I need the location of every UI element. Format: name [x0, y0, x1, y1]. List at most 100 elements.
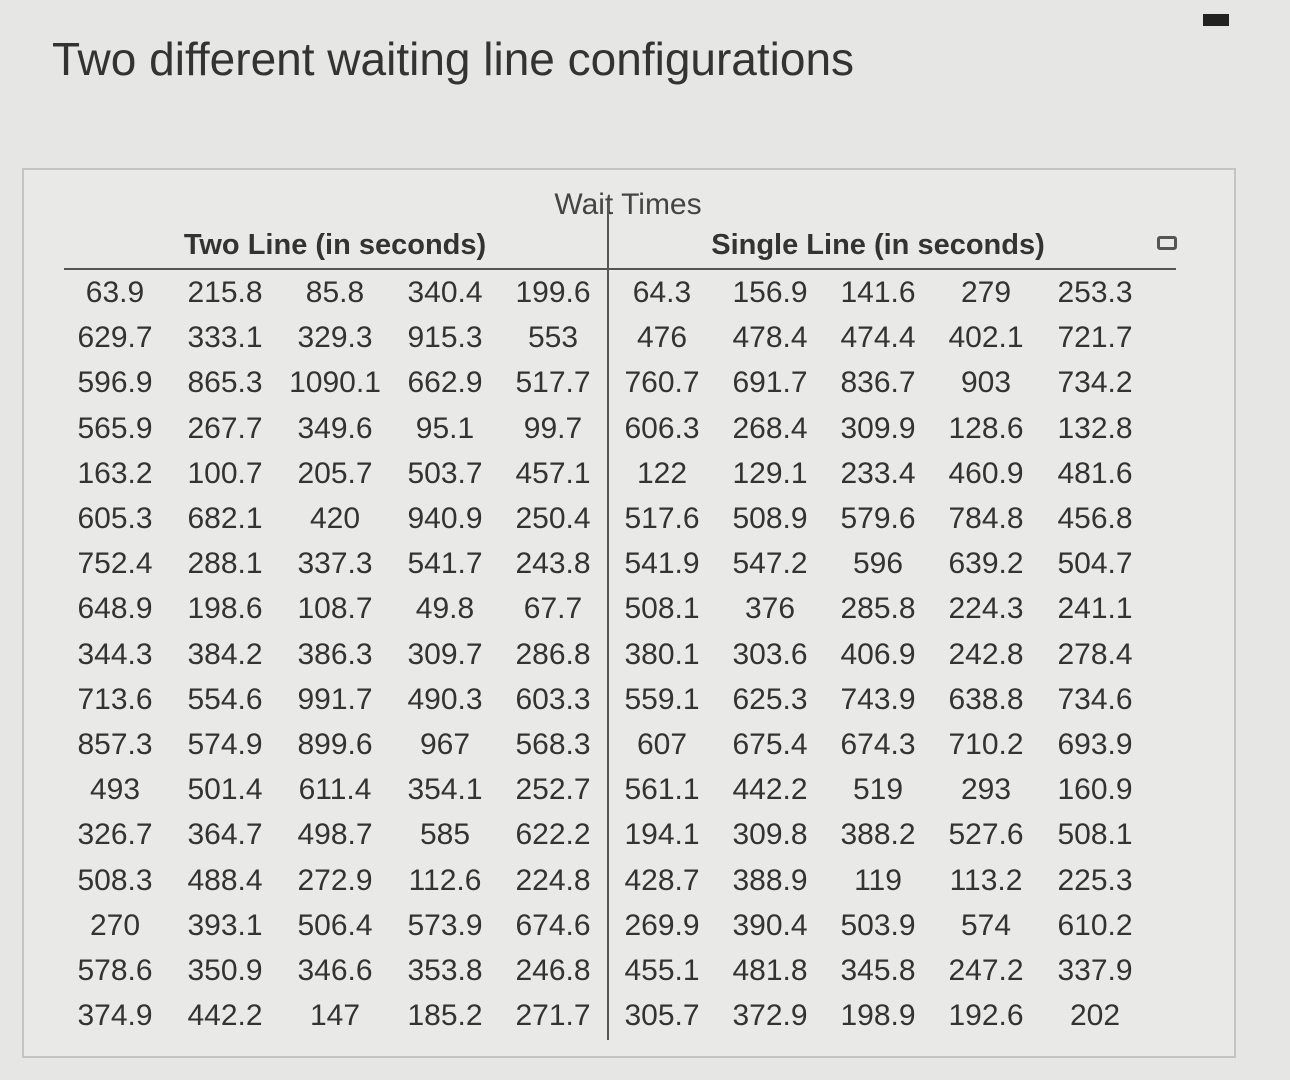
table-cell: 481.8	[732, 954, 808, 987]
table-cell: 132.8	[1057, 411, 1133, 445]
table-cell: 967	[419, 728, 471, 761]
table-cell: 784.8	[948, 502, 1024, 535]
table-cell: 508.3	[77, 863, 153, 897]
table-cell: 428.7	[624, 863, 700, 897]
table-cell: 272.9	[297, 863, 373, 897]
table-cell: 337.3	[297, 547, 373, 581]
table-cell: 303.6	[732, 637, 808, 671]
table-cell: 675.4	[732, 728, 808, 761]
table-cell: 288.1	[187, 547, 263, 581]
table-cell: 286.8	[515, 637, 591, 671]
table-cell: 734.2	[1057, 366, 1133, 400]
table-cell: 202	[1069, 999, 1121, 1033]
table-cell: 456.8	[1057, 502, 1133, 535]
table-cell: 326.7	[77, 818, 153, 852]
table-cell: 372.9	[732, 999, 808, 1033]
table-cell: 610.2	[1057, 908, 1133, 942]
table-cell: 568.3	[515, 728, 591, 761]
table-cell: 63.9	[85, 276, 145, 309]
table-cell: 629.7	[77, 321, 153, 355]
table-cell: 508.1	[624, 592, 700, 626]
table-cell: 402.1	[948, 321, 1024, 355]
table-cell: 488.4	[187, 863, 263, 897]
copy-icon[interactable]	[1157, 236, 1177, 250]
header-rule	[64, 268, 1176, 270]
table-cell: 270	[89, 908, 141, 942]
table-cell: 340.4	[407, 276, 483, 309]
table-cell: 662.9	[407, 366, 483, 400]
table-cell: 625.3	[732, 682, 808, 716]
table-cell: 309.9	[840, 411, 916, 445]
table-cell: 474.4	[840, 321, 916, 355]
table-cell: 561.1	[624, 773, 700, 807]
table-cell: 243.8	[515, 547, 591, 581]
table-cell: 554.6	[187, 682, 263, 716]
page-title: Two different waiting line configuration…	[52, 33, 855, 85]
table-cell: 384.2	[187, 637, 263, 671]
table-cell: 406.9	[840, 637, 916, 671]
table-cell: 648.9	[77, 592, 153, 626]
table-cell: 67.7	[523, 592, 583, 626]
table-cell: 903	[960, 366, 1012, 400]
table-cell: 481.6	[1057, 456, 1133, 490]
table-cell: 517.6	[624, 502, 700, 535]
table-cell: 574	[960, 908, 1012, 942]
table-cell: 553	[527, 321, 579, 355]
table-cell: 493	[89, 773, 141, 807]
table-cell: 519	[852, 773, 904, 807]
table-cell: 163.2	[77, 456, 153, 490]
table-cell: 476	[636, 321, 688, 355]
table-cell: 279	[960, 276, 1012, 309]
table-cell: 242.8	[948, 637, 1024, 671]
table-cell: 541.9	[624, 547, 700, 581]
table-cell: 607	[636, 728, 688, 761]
table-cell: 147	[309, 999, 361, 1033]
table-cell: 638.8	[948, 682, 1024, 716]
table-cell: 269.9	[624, 908, 700, 942]
table-cell: 349.6	[297, 411, 373, 445]
table-cell: 185.2	[407, 999, 483, 1033]
window-control[interactable]	[1203, 14, 1229, 26]
table-caption: Wait Times	[554, 188, 702, 221]
table-cell: 691.7	[732, 366, 808, 400]
table-cell: 596	[852, 547, 904, 581]
table-cell: 129.1	[732, 456, 808, 490]
table-cell: 374.9	[77, 999, 153, 1033]
table-cell: 95.1	[415, 411, 475, 445]
table-cell: 517.7	[515, 366, 591, 400]
table-cell: 99.7	[523, 411, 583, 445]
table-cell: 305.7	[624, 999, 700, 1033]
table-cell: 506.4	[297, 908, 373, 942]
table-cell: 503.7	[407, 456, 483, 490]
table-cell: 420	[309, 502, 361, 535]
table-cell: 224.8	[515, 863, 591, 897]
table-cell: 199.6	[515, 276, 591, 309]
table-cell: 713.6	[77, 682, 153, 716]
table-cell: 113.2	[949, 863, 1023, 897]
table-cell: 682.1	[187, 502, 263, 535]
table-cell: 198.6	[187, 592, 263, 626]
table-cell: 734.6	[1057, 682, 1133, 716]
table-cell: 393.1	[187, 908, 263, 942]
table-cell: 674.6	[515, 908, 591, 942]
group-header: Single Line (in seconds)	[711, 229, 1045, 261]
table-cell: 460.9	[948, 456, 1024, 490]
table-cell: 559.1	[624, 682, 700, 716]
table-cell: 603.3	[515, 682, 591, 716]
table-cell: 268.4	[732, 411, 808, 445]
table-cell: 122	[636, 456, 688, 490]
table-cell: 293	[960, 773, 1012, 807]
table-cell: 503.9	[840, 908, 916, 942]
table-cell: 350.9	[187, 954, 263, 987]
table-cell: 376	[744, 592, 796, 626]
table-cell: 380.1	[624, 637, 700, 671]
table-cell: 337.9	[1057, 954, 1133, 987]
table-cell: 386.3	[297, 637, 373, 671]
table-cell: 64.3	[632, 276, 692, 309]
table-cell: 278.4	[1057, 637, 1133, 671]
table-cell: 225.3	[1057, 863, 1133, 897]
table-cell: 498.7	[297, 818, 373, 852]
table-cell: 578.6	[77, 954, 153, 987]
table-cell: 547.2	[732, 547, 808, 581]
table-cell: 250.4	[515, 502, 591, 535]
